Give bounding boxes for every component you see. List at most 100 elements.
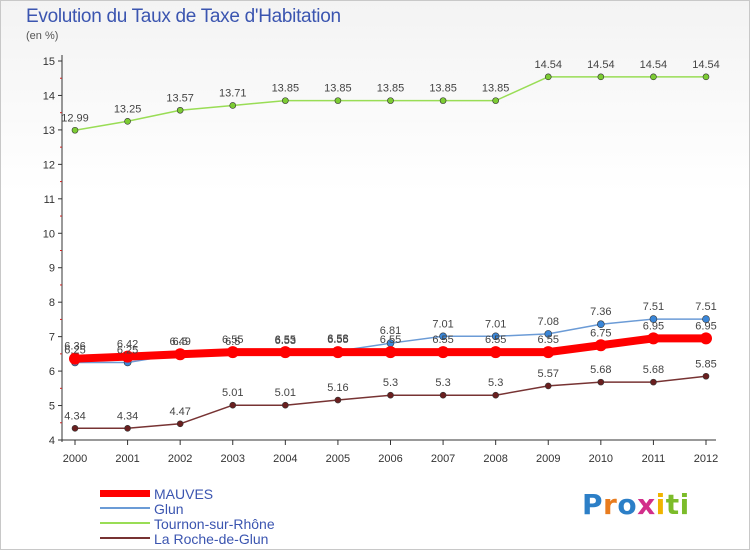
legend-swatch	[100, 522, 150, 524]
data-label-la-roche-de-glun: 5.01	[222, 387, 243, 399]
data-label-mauves: 6.49	[169, 336, 190, 348]
x-tick-label: 2004	[273, 453, 297, 465]
data-point-mauves	[489, 346, 502, 359]
data-point-mauves	[174, 348, 187, 361]
data-point-glun	[491, 332, 500, 341]
legend-swatch	[100, 537, 150, 539]
x-tick-label: 2011	[642, 453, 666, 465]
data-label-la-roche-de-glun: 5.16	[327, 382, 348, 394]
data-label-la-roche-de-glun: 5.3	[383, 377, 398, 389]
logo-letter: t	[665, 488, 680, 521]
y-tick-label: 12	[43, 159, 55, 171]
data-label-mauves: 6.55	[485, 334, 506, 346]
data-label-la-roche-de-glun: 4.34	[64, 410, 85, 422]
data-label-mauves: 6.95	[643, 320, 664, 332]
x-tick-label: 2006	[378, 453, 402, 465]
data-point-glun	[597, 320, 605, 329]
data-label-glun: 6.25	[117, 344, 138, 356]
data-label-mauves: 6.55	[275, 334, 296, 346]
data-point-la-roche-de-glun	[492, 391, 499, 399]
data-point-mauves	[226, 346, 239, 359]
logo-letter: i	[655, 488, 666, 521]
y-tick-label: 5	[49, 401, 55, 413]
legend-label: Glun	[154, 501, 184, 517]
data-point-la-roche-de-glun	[334, 396, 342, 404]
data-label-glun: 7.51	[695, 301, 716, 313]
legend-swatch	[100, 507, 150, 509]
logo-letter: r	[603, 488, 618, 521]
logo-letter: o	[617, 488, 638, 521]
data-label-la-roche-de-glun: 5.3	[488, 377, 503, 389]
data-point-la-roche-de-glun	[124, 424, 131, 432]
data-point-tournon-sur-rh-ne	[597, 73, 605, 81]
data-label-tournon-sur-rh-ne: 14.54	[534, 59, 562, 71]
data-label-mauves: 6.55	[432, 334, 453, 346]
data-point-mauves	[331, 346, 344, 359]
chart-title: Evolution du Taux de Taxe d'Habitation	[26, 6, 341, 27]
data-label-la-roche-de-glun: 4.34	[117, 410, 138, 422]
data-point-la-roche-de-glun	[702, 372, 710, 380]
data-point-tournon-sur-rh-ne	[229, 102, 237, 109]
data-label-mauves: 6.55	[327, 334, 348, 346]
logo-letter: x	[637, 488, 656, 521]
data-point-tournon-sur-rh-ne	[492, 97, 499, 104]
x-tick-label: 2001	[115, 453, 139, 465]
data-label-tournon-sur-rh-ne: 13.85	[324, 83, 352, 95]
data-point-la-roche-de-glun	[71, 424, 79, 432]
data-label-glun: 6.81	[380, 325, 401, 337]
data-label-la-roche-de-glun: 5.3	[435, 377, 450, 389]
data-label-tournon-sur-rh-ne: 14.54	[692, 59, 720, 71]
data-label-la-roche-de-glun: 5.57	[538, 368, 559, 380]
data-label-mauves: 6.36	[64, 341, 85, 353]
data-point-glun	[702, 315, 710, 323]
data-point-tournon-sur-rh-ne	[387, 97, 394, 104]
x-tick-label: 2005	[326, 453, 350, 465]
data-label-tournon-sur-rh-ne: 12.99	[61, 112, 89, 124]
legend-swatch	[100, 489, 150, 497]
y-tick-label: 14	[43, 90, 55, 102]
y-tick-label: 11	[44, 194, 55, 206]
y-tick-label: 15	[43, 56, 55, 68]
data-point-tournon-sur-rh-ne	[282, 97, 289, 104]
data-label-mauves: 6.55	[222, 334, 243, 346]
data-label-mauves: 6.75	[590, 327, 611, 339]
data-label-tournon-sur-rh-ne: 13.71	[219, 87, 247, 99]
data-label-glun: 6.5	[225, 336, 240, 348]
data-label-tournon-sur-rh-ne: 14.54	[587, 59, 615, 71]
x-tick-label: 2012	[694, 453, 718, 465]
data-label-tournon-sur-rh-ne: 13.25	[114, 103, 142, 115]
data-point-mauves	[542, 346, 555, 359]
data-label-la-roche-de-glun: 5.68	[590, 364, 611, 376]
data-point-mauves	[384, 346, 397, 359]
x-tick-label: 2010	[589, 453, 613, 465]
x-tick-label: 2000	[63, 453, 87, 465]
data-point-mauves	[69, 352, 81, 365]
data-label-mauves: 6.55	[538, 334, 559, 346]
data-label-tournon-sur-rh-ne: 14.54	[640, 59, 668, 71]
x-tick-label: 2003	[221, 453, 245, 465]
data-point-glun	[439, 332, 447, 341]
data-point-la-roche-de-glun	[544, 382, 552, 390]
data-point-glun	[649, 315, 658, 323]
data-label-tournon-sur-rh-ne: 13.57	[166, 92, 194, 104]
y-tick-label: 8	[49, 297, 55, 309]
data-label-la-roche-de-glun: 5.68	[643, 364, 664, 376]
data-label-mauves: 6.42	[117, 339, 138, 351]
data-label-la-roche-de-glun: 5.85	[695, 358, 716, 370]
legend-label: La Roche-de-Glun	[154, 531, 269, 547]
data-point-la-roche-de-glun	[282, 401, 289, 409]
x-tick-label: 2008	[483, 453, 507, 465]
y-tick-label: 4	[49, 435, 55, 447]
y-tick-label: 6	[49, 366, 55, 378]
legend-label: MAUVES	[154, 486, 214, 502]
data-label-glun: 7.01	[432, 318, 453, 330]
data-point-glun	[544, 330, 553, 338]
data-label-la-roche-de-glun: 5.01	[275, 387, 296, 399]
logo-letter: P	[582, 488, 604, 521]
data-point-mauves	[279, 346, 292, 359]
legend-label: Tournon-sur-Rhône	[154, 516, 275, 532]
data-label-glun: 6.5	[173, 336, 188, 348]
y-tick-label: 9	[49, 263, 55, 275]
data-label-mauves: 6.55	[380, 334, 401, 346]
